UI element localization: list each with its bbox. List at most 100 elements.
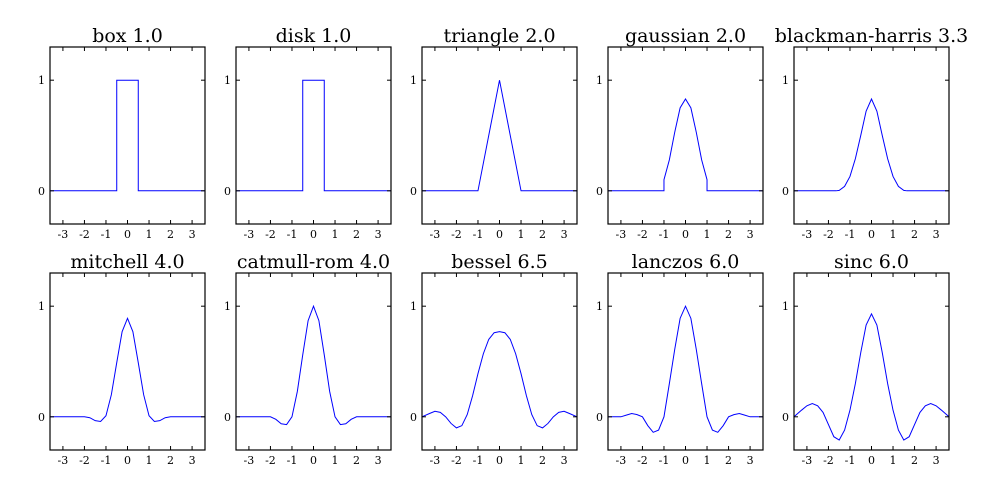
x-tick-label: 3 (561, 454, 568, 467)
x-tick-label: -3 (430, 454, 441, 467)
y-tick-label: 0 (224, 411, 231, 424)
x-tick-label: 3 (189, 454, 196, 467)
y-tick-label: 1 (224, 300, 231, 313)
x-tick-label: -1 (101, 228, 112, 241)
x-tick-label: -1 (659, 454, 670, 467)
x-tick-label: -3 (58, 228, 69, 241)
plot-frame (607, 46, 764, 225)
x-tick-label: -2 (79, 454, 90, 467)
chart-panel: sinc 6.0 -3 -2 -1 0 1 2 3 0 1 (782, 251, 950, 467)
y-tick-label: 0 (38, 185, 45, 198)
x-tick-label: -1 (287, 454, 298, 467)
plot-frame (793, 46, 950, 225)
x-tick-label: 2 (725, 454, 732, 467)
x-tick-label: 0 (868, 454, 875, 467)
series-line (50, 317, 205, 422)
x-tick-label: -2 (823, 228, 834, 241)
x-tick-label: 3 (375, 454, 382, 467)
y-tick-label: 0 (38, 411, 45, 424)
panel-title: box 1.0 (92, 25, 163, 47)
x-tick-label: -2 (79, 228, 90, 241)
x-tick-label: 1 (146, 228, 153, 241)
x-tick-label: -2 (637, 454, 648, 467)
x-tick-label: 3 (747, 228, 754, 241)
x-tick-label: 2 (539, 228, 546, 241)
panel-title: mitchell 4.0 (70, 251, 184, 273)
series-line (236, 79, 391, 192)
panel-title: disk 1.0 (276, 25, 352, 47)
x-tick-label: -3 (616, 454, 627, 467)
x-tick-label: 1 (518, 228, 525, 241)
chart-panel: blackman-harris 3.3 -3 -2 -1 0 1 2 3 0 1 (775, 25, 969, 241)
x-tick-label: -2 (265, 228, 276, 241)
x-tick-label: -3 (802, 228, 813, 241)
y-tick-label: 0 (782, 185, 789, 198)
y-tick-label: 1 (596, 74, 603, 87)
x-tick-label: -1 (845, 454, 856, 467)
series-line (422, 80, 577, 192)
x-tick-label: 1 (332, 454, 339, 467)
x-tick-label: 0 (496, 454, 503, 467)
series-line (794, 97, 949, 192)
y-tick-label: 0 (410, 411, 417, 424)
plot-frame (49, 272, 206, 451)
x-tick-label: -1 (845, 228, 856, 241)
series-line (236, 304, 391, 426)
y-tick-label: 0 (410, 185, 417, 198)
y-tick-label: 0 (224, 185, 231, 198)
x-tick-label: -3 (802, 454, 813, 467)
x-tick-label: 2 (539, 454, 546, 467)
x-tick-label: 3 (561, 228, 568, 241)
y-tick-label: 1 (38, 300, 45, 313)
plot-frame (421, 272, 578, 451)
x-tick-label: -3 (430, 228, 441, 241)
x-tick-label: 0 (310, 454, 317, 467)
y-tick-label: 1 (224, 74, 231, 87)
plot-frame (607, 272, 764, 451)
x-tick-label: -2 (265, 454, 276, 467)
x-tick-label: 0 (496, 228, 503, 241)
panel-title: blackman-harris 3.3 (775, 25, 969, 47)
chart-panel: lanczos 6.0 -3 -2 -1 0 1 2 3 0 1 (596, 251, 764, 467)
x-tick-label: 3 (375, 228, 382, 241)
x-tick-label: -1 (659, 228, 670, 241)
chart-panel: triangle 2.0 -3 -2 -1 0 1 2 3 0 1 (410, 25, 578, 241)
chart-panel: catmull-rom 4.0 -3 -2 -1 0 1 2 3 0 1 (224, 251, 392, 467)
series-line (608, 304, 763, 433)
chart-panel: gaussian 2.0 -3 -2 -1 0 1 2 3 0 1 (596, 25, 764, 241)
x-tick-label: 0 (124, 228, 131, 241)
y-tick-label: 1 (782, 74, 789, 87)
series-line (793, 312, 950, 441)
x-tick-label: 1 (146, 454, 153, 467)
x-tick-label: -1 (473, 454, 484, 467)
plot-frame (793, 272, 950, 451)
x-tick-label: 0 (868, 228, 875, 241)
y-tick-label: 0 (782, 411, 789, 424)
x-tick-label: 2 (167, 228, 174, 241)
chart-panel: bessel 6.5 -3 -2 -1 0 1 2 3 0 1 (410, 251, 578, 467)
panel-title: gaussian 2.0 (625, 25, 746, 47)
x-tick-label: 2 (911, 228, 918, 241)
chart-panel: mitchell 4.0 -3 -2 -1 0 1 2 3 0 1 (38, 251, 206, 467)
x-tick-label: -2 (451, 228, 462, 241)
x-tick-label: -1 (287, 228, 298, 241)
x-tick-label: 1 (890, 228, 897, 241)
x-tick-label: 0 (682, 454, 689, 467)
x-tick-label: 1 (518, 454, 525, 467)
series-line (608, 98, 763, 192)
x-tick-label: 3 (189, 228, 196, 241)
x-tick-label: -2 (823, 454, 834, 467)
x-tick-label: -2 (451, 454, 462, 467)
x-tick-label: 2 (167, 454, 174, 467)
x-tick-label: 2 (353, 228, 360, 241)
x-tick-label: -1 (101, 454, 112, 467)
panel-title: sinc 6.0 (834, 251, 909, 273)
plot-frame (235, 272, 392, 451)
y-tick-label: 1 (410, 74, 417, 87)
y-tick-label: 1 (596, 300, 603, 313)
y-tick-label: 0 (596, 185, 603, 198)
x-tick-label: -3 (244, 454, 255, 467)
x-tick-label: 3 (933, 228, 940, 241)
panel-title: lanczos 6.0 (632, 251, 740, 273)
